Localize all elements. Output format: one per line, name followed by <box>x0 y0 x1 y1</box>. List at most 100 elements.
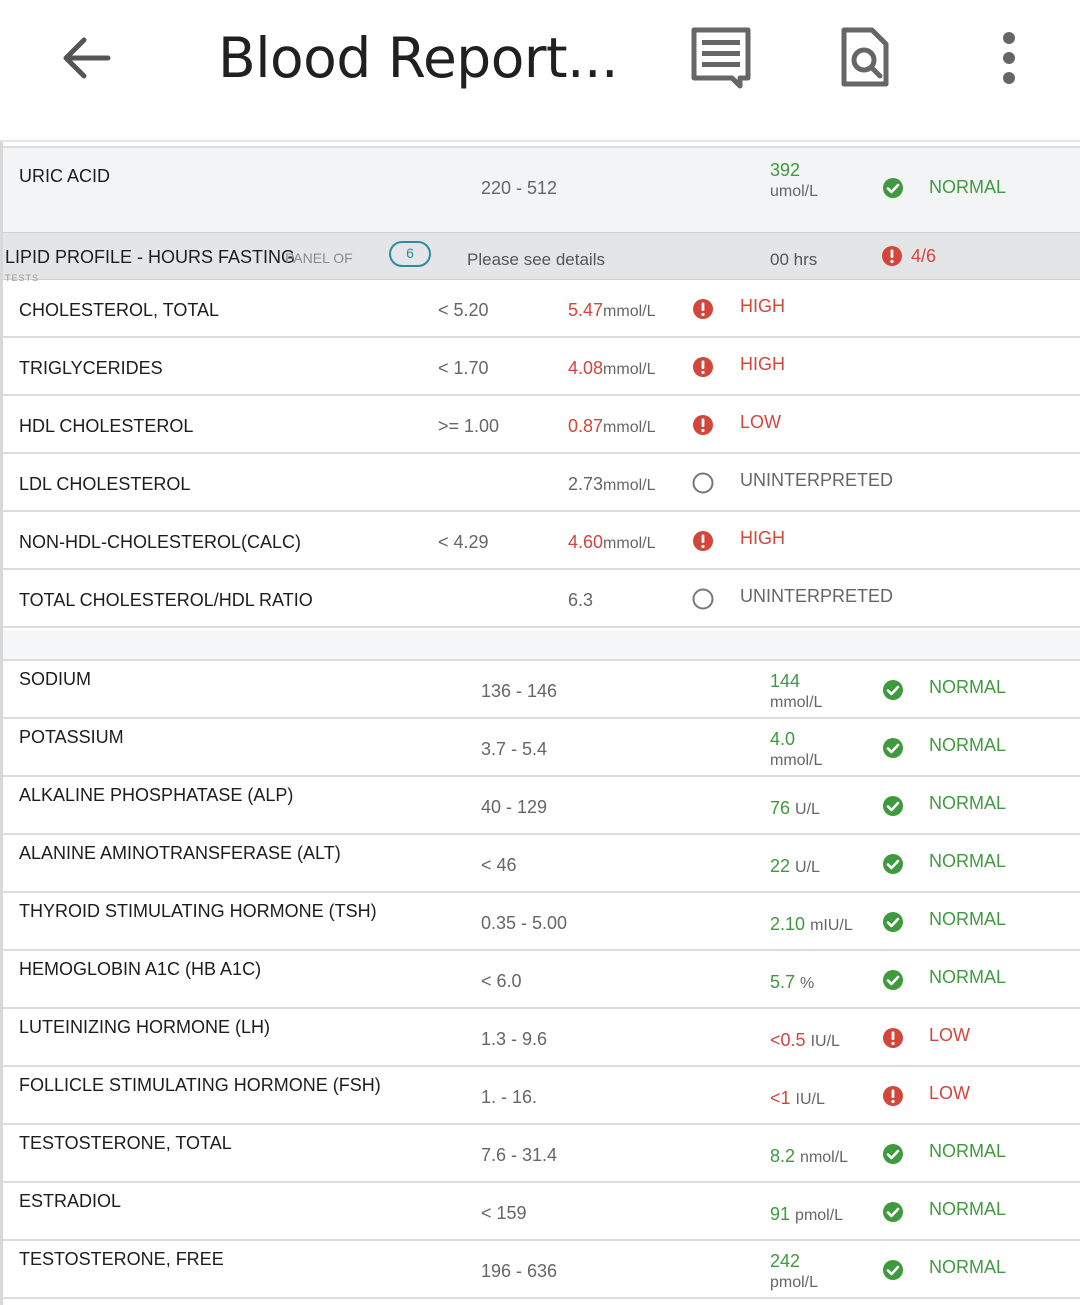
divider <box>3 510 1080 512</box>
result-value: 4.60mmol/L <box>568 532 656 552</box>
result-value: 6.3 <box>568 590 594 610</box>
result-row-luteinizing-hormone-lh[interactable]: LUTEINIZING HORMONE (LH) 1.3 - 9.6 <0.5 IU… <box>3 1009 1080 1067</box>
check-circle-icon <box>883 738 903 758</box>
test-name: POTASSIUM <box>19 727 124 747</box>
empty-circle-icon <box>692 588 714 610</box>
result-row-alkaline-phosphatase-alp[interactable]: ALKALINE PHOSPHATASE (ALP) 40 - 129 76 U/L… <box>3 777 1080 835</box>
status-label: NORMAL <box>929 967 1007 987</box>
test-name: LUTEINIZING HORMONE (LH) <box>19 1017 271 1037</box>
panel-count-badge[interactable]: 6 <box>389 241 431 267</box>
result-row-potassium[interactable]: POTASSIUM 3.7 - 5.4 4.0 mmol/L NORMAL <box>3 719 1080 777</box>
result-row-thyroid-stimulating-hormone-tsh[interactable]: THYROID STIMULATING HORMONE (TSH) 0.35 - … <box>3 893 1080 951</box>
check-circle-icon <box>883 1260 903 1280</box>
test-name: THYROID STIMULATING HORMONE (TSH) <box>19 901 377 921</box>
result-row-testosterone-free[interactable]: TESTOSTERONE, FREE 196 - 636 242 pmol/L NORM… <box>3 1241 1080 1299</box>
status-label: HIGH <box>740 296 785 316</box>
status-label: NORMAL <box>929 735 1007 755</box>
alert-icon <box>693 299 713 319</box>
lipid-row-cholesterol-total[interactable]: CHOLESTEROL, TOTAL < 5.20 5.47mmol/L HIGH <box>3 280 1080 338</box>
check-circle-icon <box>883 1202 903 1222</box>
empty-circle-icon <box>692 472 714 494</box>
divider <box>3 1065 1080 1067</box>
divider <box>3 1181 1080 1183</box>
result-value: 4.08mmol/L <box>568 358 656 378</box>
panel-subtitle: PANEL OF <box>285 250 353 266</box>
status-label: NORMAL <box>929 909 1007 929</box>
test-name: ESTRADIOL <box>19 1191 122 1211</box>
test-name: HDL CHOLESTEROL <box>19 416 194 436</box>
reference-range: 196 - 636 <box>481 1261 558 1281</box>
divider <box>3 336 1080 338</box>
reference-range: < 4.29 <box>438 532 489 552</box>
result-row-alanine-aminotransferase-alt[interactable]: ALANINE AMINOTRANSFERASE (ALT) < 46 22 U/L… <box>3 835 1080 893</box>
result-value: 392 umol/L <box>770 160 819 200</box>
reference-range: < 6.0 <box>481 971 522 991</box>
divider <box>3 1297 1080 1299</box>
check-circle-icon <box>883 680 903 700</box>
divider <box>3 717 1080 719</box>
report-list[interactable]: URIC ACID 220 - 512 392 umol/L NORMAL LIP… <box>3 146 1080 1305</box>
status-label: UNINTERPRETED <box>740 470 894 490</box>
divider <box>3 626 1080 628</box>
result-row-follicle-stimulating-hormone-fsh[interactable]: FOLLICLE STIMULATING HORMONE (FSH) 1. - 1… <box>3 1067 1080 1125</box>
app-bar: Blood Report... <box>0 0 1080 142</box>
reference-range: 3.7 - 5.4 <box>481 739 548 759</box>
test-name: ALANINE AMINOTRANSFERASE (ALT) <box>19 843 341 863</box>
test-name: ALKALINE PHOSPHATASE (ALP) <box>19 785 294 805</box>
check-circle-icon <box>883 854 903 874</box>
reference-range: 40 - 129 <box>481 797 548 817</box>
test-name: SODIUM <box>19 669 91 689</box>
result-value: 144 mmol/L <box>770 671 823 711</box>
lipid-row-hdl-cholesterol[interactable]: HDL CHOLESTEROL >= 1.00 0.87mmol/L LOW <box>3 396 1080 454</box>
result-value: 0.87mmol/L <box>568 416 656 436</box>
result-value: 2.73mmol/L <box>568 474 656 494</box>
divider <box>3 891 1080 893</box>
test-name: URIC ACID <box>19 166 111 186</box>
alert-icon <box>883 1086 903 1106</box>
document-search-icon[interactable] <box>838 26 892 90</box>
panel-hours: 00 hrs <box>770 250 818 269</box>
alert-icon <box>882 246 902 266</box>
lipid-row-total-cholesterol-hdl-ratio[interactable]: TOTAL CHOLESTEROL/HDL RATIO 6.3 UNINTERPRE… <box>3 570 1080 628</box>
result-value: 8.2 nmol/L <box>770 1146 849 1166</box>
result-row-estradiol[interactable]: ESTRADIOL < 159 91 pmol/L NORMAL <box>3 1183 1080 1241</box>
check-circle-icon <box>883 178 903 198</box>
alert-icon <box>883 1028 903 1048</box>
divider <box>3 949 1080 951</box>
status-label: LOW <box>740 412 782 432</box>
message-icon[interactable] <box>688 26 754 90</box>
back-arrow-icon[interactable] <box>58 30 114 86</box>
result-row-testosterone-total[interactable]: TESTOSTERONE, TOTAL 7.6 - 31.4 8.2 nmol/L N… <box>3 1125 1080 1183</box>
section-gap <box>3 630 1080 660</box>
status-label: LOW <box>929 1083 971 1103</box>
reference-range: 220 - 512 <box>481 178 558 198</box>
divider <box>3 1007 1080 1009</box>
page-title: Blood Report... <box>218 26 618 90</box>
result-row-sodium[interactable]: SODIUM 136 - 146 144 mmol/L NORMAL <box>3 661 1080 719</box>
reference-range: 0.35 - 5.00 <box>481 913 568 933</box>
result-row-uric-acid[interactable]: URIC ACID 220 - 512 392 umol/L NORMAL <box>3 148 1080 232</box>
result-value: 5.47mmol/L <box>568 300 656 320</box>
lipid-row-non-hdl-cholesterol-calc[interactable]: NON-HDL-CHOLESTEROL(CALC) < 4.29 4.60mmol/… <box>3 512 1080 570</box>
test-name: CHOLESTEROL, TOTAL <box>19 300 220 320</box>
test-name: FOLLICLE STIMULATING HORMONE (FSH) <box>19 1075 381 1095</box>
test-name: HEMOGLOBIN A1C (HB A1C) <box>19 959 262 979</box>
lipid-row-ldl-cholesterol[interactable]: LDL CHOLESTEROL 2.73mmol/L UNINTERPRETED <box>3 454 1080 512</box>
reference-range: < 46 <box>481 855 517 875</box>
divider <box>3 146 1080 148</box>
reference-range: < 1.70 <box>438 358 489 378</box>
result-value: 91 pmol/L <box>770 1204 844 1224</box>
check-circle-icon <box>883 970 903 990</box>
lipid-row-triglycerides[interactable]: TRIGLYCERIDES < 1.70 4.08mmol/L HIGH <box>3 338 1080 396</box>
panel-abnormal-count: 4/6 <box>911 246 937 266</box>
status-label: NORMAL <box>929 677 1007 697</box>
result-row-hemoglobin-a1c-hb-a1c[interactable]: HEMOGLOBIN A1C (HB A1C) < 6.0 5.7 % NORMAL <box>3 951 1080 1009</box>
result-value: 2.10 mIU/L <box>770 914 853 934</box>
more-vert-icon[interactable] <box>994 30 1024 86</box>
status-label: LOW <box>929 1025 971 1045</box>
lipid-panel-header[interactable]: LIPID PROFILE - HOURS FASTING PANEL OF T… <box>3 232 1080 283</box>
test-name: TOTAL CHOLESTEROL/HDL RATIO <box>19 590 313 610</box>
result-value: <0.5 IU/L <box>770 1030 840 1050</box>
left-edge-rule <box>0 0 3 1305</box>
result-value: 76 U/L <box>770 798 820 818</box>
